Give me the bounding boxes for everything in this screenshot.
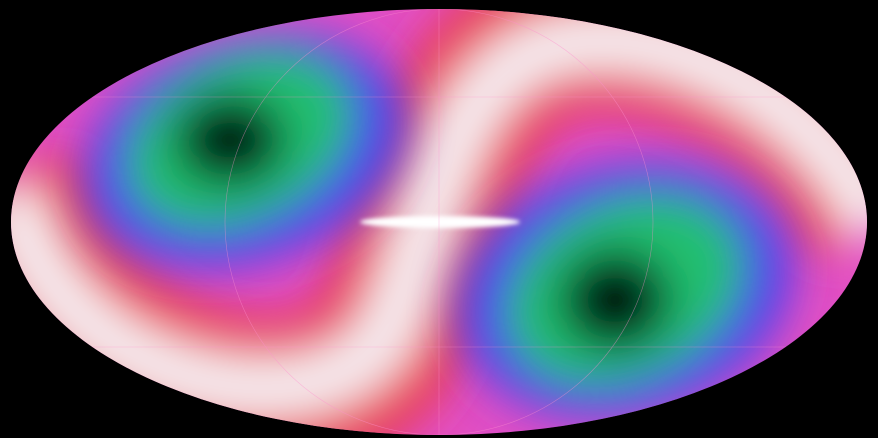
page [0, 0, 878, 438]
sky-map [0, 0, 878, 438]
dark-core [560, 250, 670, 350]
dark-core [175, 95, 285, 185]
plane-core [360, 216, 520, 228]
